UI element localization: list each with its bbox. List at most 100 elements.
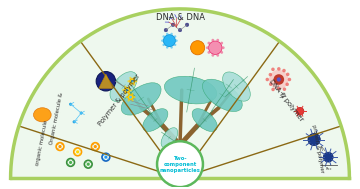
- Circle shape: [73, 121, 75, 123]
- Circle shape: [57, 143, 59, 145]
- Circle shape: [96, 143, 98, 145]
- Circle shape: [94, 145, 97, 148]
- Circle shape: [129, 96, 132, 98]
- Circle shape: [161, 40, 163, 42]
- Circle shape: [92, 148, 94, 150]
- Circle shape: [282, 69, 286, 72]
- Circle shape: [271, 88, 275, 91]
- Circle shape: [220, 51, 223, 54]
- Circle shape: [124, 86, 126, 88]
- Text: Rcc: Rcc: [326, 167, 332, 171]
- Text: DNA & polymer: DNA & polymer: [268, 79, 304, 123]
- Circle shape: [277, 87, 280, 91]
- Circle shape: [164, 28, 168, 32]
- Circle shape: [207, 42, 210, 44]
- Circle shape: [122, 89, 124, 91]
- Circle shape: [131, 99, 134, 101]
- Text: Organic molecule &: Organic molecule &: [49, 92, 64, 145]
- Text: Two-
component
nanoparticles: Two- component nanoparticles: [159, 156, 201, 173]
- Circle shape: [174, 35, 176, 38]
- Circle shape: [90, 166, 91, 167]
- Circle shape: [208, 41, 222, 54]
- Circle shape: [124, 87, 130, 93]
- Circle shape: [308, 133, 320, 146]
- Circle shape: [103, 159, 104, 160]
- Circle shape: [130, 89, 132, 91]
- Ellipse shape: [165, 76, 217, 104]
- Circle shape: [283, 88, 286, 91]
- Circle shape: [127, 99, 130, 101]
- Circle shape: [285, 83, 289, 86]
- Ellipse shape: [202, 79, 242, 112]
- Circle shape: [128, 92, 130, 94]
- Circle shape: [190, 41, 205, 55]
- Circle shape: [129, 77, 131, 79]
- Circle shape: [274, 74, 284, 85]
- Circle shape: [80, 112, 82, 114]
- Circle shape: [131, 93, 134, 95]
- Ellipse shape: [161, 128, 178, 148]
- Circle shape: [171, 23, 175, 27]
- Ellipse shape: [143, 109, 168, 132]
- Circle shape: [207, 51, 210, 54]
- Circle shape: [271, 68, 275, 71]
- Circle shape: [269, 70, 288, 89]
- Circle shape: [107, 159, 109, 160]
- Circle shape: [134, 96, 135, 98]
- Circle shape: [61, 148, 63, 150]
- Circle shape: [96, 72, 116, 91]
- Text: DNA & DNA: DNA & DNA: [156, 13, 204, 22]
- Circle shape: [90, 161, 91, 163]
- Text: protein & polymer: protein & polymer: [311, 124, 324, 173]
- Circle shape: [96, 148, 98, 150]
- Circle shape: [157, 141, 203, 187]
- Ellipse shape: [192, 109, 217, 132]
- Ellipse shape: [33, 108, 51, 122]
- Ellipse shape: [222, 72, 250, 101]
- Circle shape: [163, 35, 175, 47]
- Text: organic molecule: organic molecule: [36, 120, 49, 166]
- Circle shape: [216, 54, 219, 57]
- Circle shape: [162, 44, 165, 46]
- Circle shape: [75, 149, 76, 150]
- Circle shape: [133, 84, 135, 86]
- Circle shape: [135, 80, 137, 82]
- Circle shape: [220, 42, 223, 44]
- Circle shape: [185, 23, 189, 27]
- Circle shape: [79, 149, 81, 150]
- Circle shape: [128, 86, 130, 88]
- Circle shape: [72, 164, 74, 166]
- Circle shape: [175, 40, 178, 42]
- Text: Polymer & polymer: Polymer & polymer: [97, 74, 141, 127]
- Polygon shape: [176, 145, 184, 178]
- Circle shape: [269, 73, 272, 76]
- Wedge shape: [10, 9, 350, 178]
- Circle shape: [133, 77, 135, 79]
- Circle shape: [69, 161, 72, 164]
- Circle shape: [76, 150, 79, 153]
- Circle shape: [170, 46, 173, 49]
- Circle shape: [269, 82, 273, 86]
- Circle shape: [128, 94, 134, 100]
- Circle shape: [57, 148, 59, 150]
- Circle shape: [286, 73, 289, 76]
- Circle shape: [124, 92, 126, 94]
- Circle shape: [103, 154, 104, 156]
- Circle shape: [131, 80, 134, 83]
- Circle shape: [211, 39, 214, 42]
- Circle shape: [67, 164, 69, 166]
- Circle shape: [85, 166, 87, 167]
- Circle shape: [216, 39, 219, 42]
- Circle shape: [277, 77, 281, 82]
- Circle shape: [126, 89, 129, 91]
- Circle shape: [67, 159, 69, 161]
- Circle shape: [296, 107, 304, 115]
- Circle shape: [129, 84, 131, 86]
- Circle shape: [277, 67, 280, 71]
- Circle shape: [266, 78, 269, 81]
- Circle shape: [174, 44, 176, 46]
- Circle shape: [166, 33, 168, 35]
- Circle shape: [127, 93, 130, 95]
- Circle shape: [104, 156, 108, 159]
- Circle shape: [61, 143, 63, 145]
